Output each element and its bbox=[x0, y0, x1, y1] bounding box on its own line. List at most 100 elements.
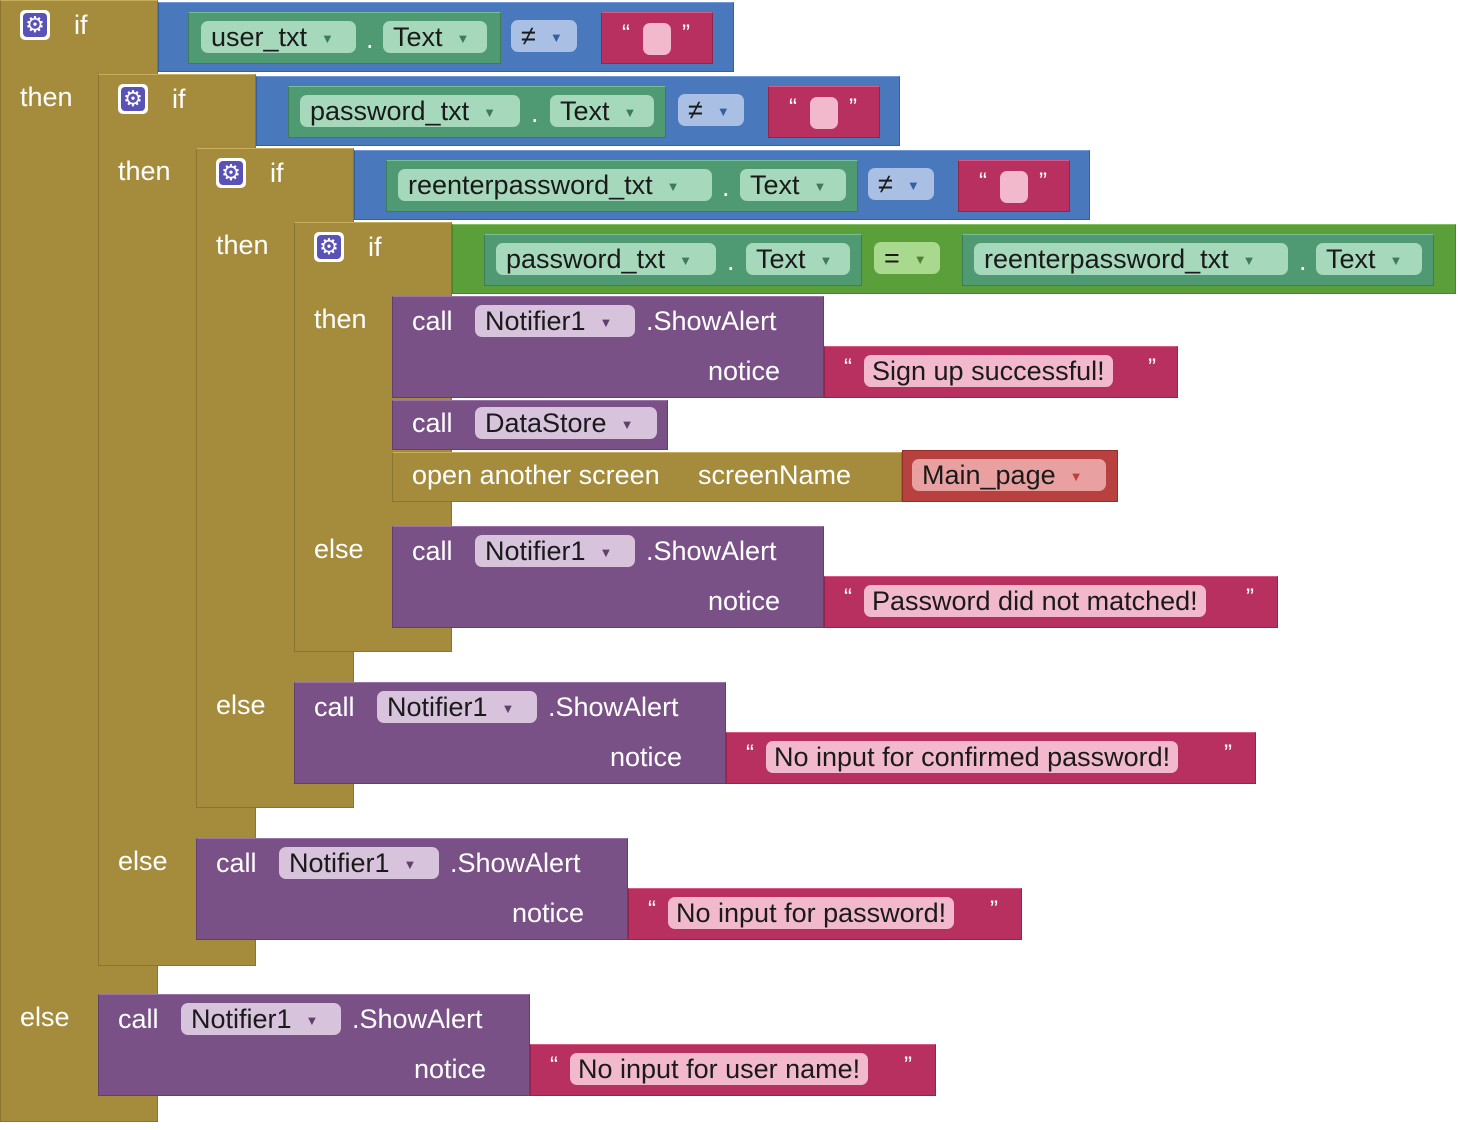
component-name: password_txt bbox=[310, 96, 470, 126]
screen-name: Main_page bbox=[922, 460, 1056, 490]
property-name: Text bbox=[756, 244, 806, 274]
operator-symbol: ≠ bbox=[878, 169, 893, 199]
open-screen-label: open another screen bbox=[412, 460, 660, 490]
dropdown-arrow-icon: ▼ bbox=[813, 179, 827, 194]
component-dropdown-password[interactable]: password_txt ▼ bbox=[300, 95, 520, 127]
empty-text-field[interactable] bbox=[643, 23, 671, 55]
component-dropdown-reenter[interactable]: reenterpassword_txt ▼ bbox=[974, 243, 1288, 275]
component-dropdown-notifier[interactable]: Notifier1 ▼ bbox=[475, 535, 635, 567]
operator-symbol: ≠ bbox=[688, 95, 703, 125]
component-dropdown-reenter[interactable]: reenterpassword_txt ▼ bbox=[398, 169, 712, 201]
property-dropdown-text[interactable]: Text ▼ bbox=[746, 243, 850, 275]
component-name: Notifier1 bbox=[485, 536, 586, 566]
notice-label: notice bbox=[414, 1054, 487, 1084]
component-name: reenterpassword_txt bbox=[408, 170, 653, 200]
dropdown-arrow-icon: ▼ bbox=[599, 545, 613, 560]
text-field-success[interactable]: Sign up successful! bbox=[864, 355, 1113, 387]
component-dropdown-user[interactable]: user_txt ▼ bbox=[201, 21, 356, 53]
quote-close: ” bbox=[990, 896, 998, 923]
dropdown-arrow-icon: ▼ bbox=[716, 104, 730, 119]
dropdown-arrow-icon: ▼ bbox=[599, 315, 613, 330]
notice-label: notice bbox=[708, 356, 781, 386]
empty-text-field[interactable] bbox=[1000, 171, 1028, 203]
empty-text-field[interactable] bbox=[810, 97, 838, 129]
method-name: .ShowAlert bbox=[646, 536, 777, 566]
method-name: .ShowAlert bbox=[548, 692, 679, 722]
empty-text-block[interactable] bbox=[958, 160, 1070, 212]
dropdown-arrow-icon: ▼ bbox=[483, 105, 496, 120]
property-dropdown-text[interactable]: Text ▼ bbox=[740, 169, 846, 201]
quote-close: ” bbox=[682, 20, 690, 47]
dropdown-arrow-icon: ▼ bbox=[1389, 253, 1403, 268]
component-dropdown-notifier[interactable]: Notifier1 ▼ bbox=[181, 1003, 341, 1035]
property-name: Text bbox=[393, 22, 443, 52]
operator-dropdown[interactable]: ≠ ▼ bbox=[678, 94, 744, 126]
operator-dropdown[interactable]: ≠ ▼ bbox=[868, 168, 934, 200]
component-dropdown-notifier[interactable]: Notifier1 ▼ bbox=[475, 305, 635, 337]
if-keyword: if bbox=[74, 10, 88, 40]
dropdown-arrow-icon: ▼ bbox=[305, 1013, 319, 1028]
call-keyword: call bbox=[118, 1004, 159, 1034]
operator-dropdown[interactable]: = ▼ bbox=[874, 242, 940, 274]
dot-separator: . bbox=[722, 172, 730, 202]
text-field-no-password[interactable]: No input for password! bbox=[668, 897, 955, 929]
component-dropdown-notifier[interactable]: Notifier1 ▼ bbox=[279, 847, 439, 879]
then-keyword: then bbox=[20, 82, 73, 112]
gear-icon[interactable]: ⚙ bbox=[216, 158, 246, 188]
dot-separator: . bbox=[366, 24, 374, 54]
dropdown-arrow-icon: ▼ bbox=[549, 30, 563, 45]
else-keyword: else bbox=[118, 846, 168, 876]
then-keyword: then bbox=[216, 230, 269, 260]
if-keyword: if bbox=[270, 158, 284, 188]
property-dropdown-text[interactable]: Text ▼ bbox=[1316, 243, 1422, 275]
open-screen-block[interactable] bbox=[392, 452, 902, 502]
screen-dropdown[interactable]: Main_page ▼ bbox=[912, 459, 1106, 491]
component-dropdown-password[interactable]: password_txt ▼ bbox=[496, 243, 716, 275]
dot-separator: . bbox=[727, 246, 735, 276]
dot-separator: . bbox=[1299, 246, 1307, 276]
component-dropdown-notifier[interactable]: Notifier1 ▼ bbox=[377, 691, 537, 723]
component-name: user_txt bbox=[211, 22, 308, 52]
if-keyword: if bbox=[368, 232, 382, 262]
dropdown-arrow-icon: ▼ bbox=[623, 105, 637, 120]
quote-close: ” bbox=[1148, 354, 1156, 381]
method-name: .ShowAlert bbox=[352, 1004, 483, 1034]
quote-open: “ bbox=[844, 354, 852, 381]
component-name: Notifier1 bbox=[387, 692, 488, 722]
quote-open: “ bbox=[622, 20, 630, 47]
text-field-mismatch[interactable]: Password did not matched! bbox=[864, 585, 1206, 617]
dot-separator: . bbox=[531, 98, 539, 128]
operator-symbol: ≠ bbox=[521, 21, 536, 51]
dropdown-arrow-icon: ▼ bbox=[620, 417, 634, 432]
property-name: Text bbox=[750, 170, 800, 200]
gear-icon[interactable]: ⚙ bbox=[118, 84, 148, 114]
quote-open: “ bbox=[979, 168, 987, 195]
screenname-label: screenName bbox=[698, 460, 852, 490]
quote-close: ” bbox=[1246, 584, 1254, 611]
component-name: DataStore bbox=[485, 408, 607, 438]
component-name: password_txt bbox=[506, 244, 666, 274]
else-keyword: else bbox=[216, 690, 266, 720]
component-dropdown-datastore[interactable]: DataStore ▼ bbox=[475, 407, 657, 439]
quote-open: “ bbox=[648, 896, 656, 923]
dropdown-arrow-icon: ▼ bbox=[321, 31, 334, 46]
property-name: Text bbox=[1326, 244, 1376, 274]
notice-label: notice bbox=[610, 742, 683, 772]
operator-dropdown[interactable]: ≠ ▼ bbox=[511, 20, 577, 52]
gear-icon[interactable]: ⚙ bbox=[20, 10, 50, 40]
dropdown-arrow-icon: ▼ bbox=[679, 253, 692, 268]
dropdown-arrow-icon: ▼ bbox=[819, 253, 833, 268]
property-dropdown-text[interactable]: Text ▼ bbox=[550, 95, 654, 127]
property-dropdown-text[interactable]: Text ▼ bbox=[383, 21, 487, 53]
notice-label: notice bbox=[512, 898, 585, 928]
text-field-no-user[interactable]: No input for user name! bbox=[570, 1053, 869, 1085]
if-keyword: if bbox=[172, 84, 186, 114]
dropdown-arrow-icon: ▼ bbox=[501, 701, 515, 716]
quote-close: ” bbox=[849, 94, 857, 121]
text-field-no-confirm[interactable]: No input for confirmed password! bbox=[766, 741, 1179, 773]
method-name: .ShowAlert bbox=[450, 848, 581, 878]
then-keyword: then bbox=[118, 156, 171, 186]
quote-close: ” bbox=[1224, 740, 1232, 767]
else-keyword: else bbox=[20, 1002, 70, 1032]
gear-icon[interactable]: ⚙ bbox=[314, 232, 344, 262]
